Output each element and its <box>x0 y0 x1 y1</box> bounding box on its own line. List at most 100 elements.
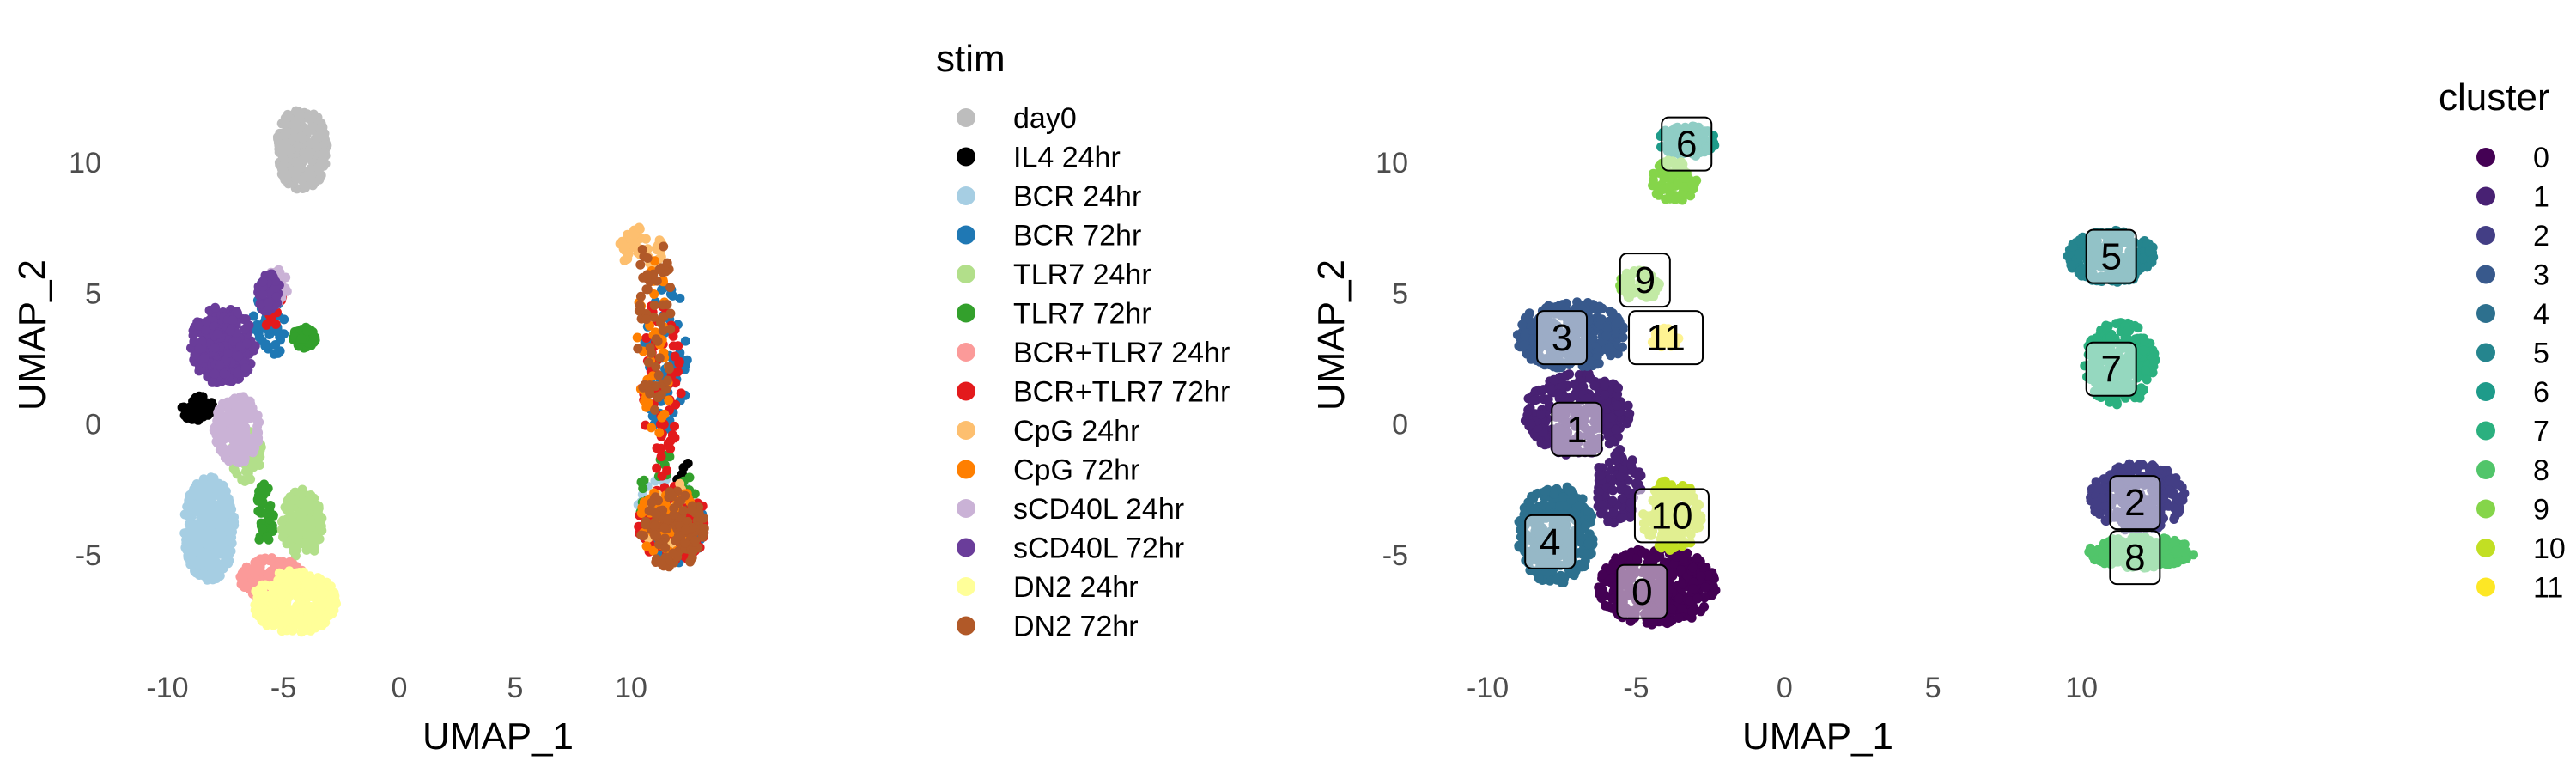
point <box>1529 504 1540 514</box>
point <box>1588 333 1598 343</box>
point <box>189 414 199 424</box>
point <box>649 301 659 310</box>
legend-swatch <box>957 303 975 323</box>
legend-swatch <box>957 147 975 167</box>
point <box>1677 604 1687 613</box>
point <box>647 497 657 508</box>
point <box>1625 409 1635 419</box>
point <box>185 545 195 555</box>
point <box>1613 383 1623 393</box>
point <box>296 163 307 173</box>
legend-swatch <box>957 343 975 362</box>
point <box>296 499 307 509</box>
legend-swatch <box>957 421 975 440</box>
point <box>1699 601 1710 612</box>
point <box>1664 617 1674 627</box>
point <box>228 396 238 406</box>
point <box>650 405 659 415</box>
point <box>277 588 288 599</box>
point <box>641 284 652 295</box>
point <box>313 518 323 527</box>
point <box>1583 549 1593 559</box>
point <box>281 525 291 535</box>
point <box>1646 555 1656 565</box>
point <box>1637 548 1648 558</box>
point <box>258 289 268 300</box>
point <box>214 508 224 519</box>
point <box>659 409 670 419</box>
point <box>641 333 652 343</box>
point <box>319 618 329 628</box>
point <box>193 544 204 554</box>
point <box>645 343 655 353</box>
legend-label: BCR 24hr <box>1013 180 1141 213</box>
point <box>248 462 258 472</box>
point <box>1607 485 1618 496</box>
point <box>680 525 690 535</box>
point <box>312 143 322 152</box>
point <box>210 343 220 353</box>
legend-item-bcr-tlr7-72hr: BCR+TLR7 72hr <box>957 376 1230 409</box>
point <box>1519 340 1529 350</box>
point <box>1655 551 1665 562</box>
point <box>294 341 304 351</box>
legend-label: CpG 24hr <box>1013 415 1139 447</box>
series-dn2-72hr <box>633 241 709 572</box>
point <box>668 341 678 351</box>
point <box>315 606 325 615</box>
point <box>310 335 320 345</box>
y-tick-label: 0 <box>85 409 101 441</box>
point <box>291 106 301 116</box>
point <box>664 395 674 405</box>
point <box>252 320 262 330</box>
point <box>319 132 330 143</box>
point <box>252 598 262 608</box>
x-tick-label: 10 <box>615 672 647 704</box>
point <box>682 355 692 365</box>
point <box>1595 508 1606 519</box>
point <box>635 259 646 270</box>
point <box>1600 390 1610 400</box>
point <box>305 164 315 174</box>
legend-label: DN2 72hr <box>1013 611 1139 643</box>
point <box>2159 514 2168 523</box>
point <box>185 501 195 511</box>
point <box>309 542 319 552</box>
point <box>233 368 242 378</box>
point <box>641 314 652 325</box>
point <box>1607 573 1617 583</box>
point <box>264 504 275 514</box>
point <box>197 482 208 492</box>
point <box>1687 563 1698 573</box>
point <box>1613 349 1623 359</box>
point <box>1516 525 1526 535</box>
point <box>1608 507 1619 517</box>
point <box>641 520 651 530</box>
series-il4-24hr <box>177 391 693 484</box>
point <box>651 509 661 520</box>
point <box>210 368 220 379</box>
point <box>268 608 278 618</box>
point <box>1528 395 1539 405</box>
point <box>196 404 206 414</box>
legend-label: DN2 24hr <box>1013 571 1139 604</box>
point <box>1552 389 1563 399</box>
point <box>277 517 287 526</box>
point <box>634 222 644 233</box>
point <box>264 298 274 308</box>
point <box>670 351 680 362</box>
point <box>1618 513 1628 522</box>
point <box>1625 512 1636 522</box>
point <box>632 332 642 343</box>
point <box>1614 556 1625 566</box>
legend-label: TLR7 24hr <box>1013 259 1151 291</box>
point <box>269 349 279 359</box>
point <box>248 311 258 321</box>
legend-item-bcr-72hr: BCR 72hr <box>957 220 1141 253</box>
point <box>654 353 665 363</box>
legend-swatch <box>957 108 975 127</box>
point <box>1668 568 1679 578</box>
point <box>1575 529 1585 539</box>
